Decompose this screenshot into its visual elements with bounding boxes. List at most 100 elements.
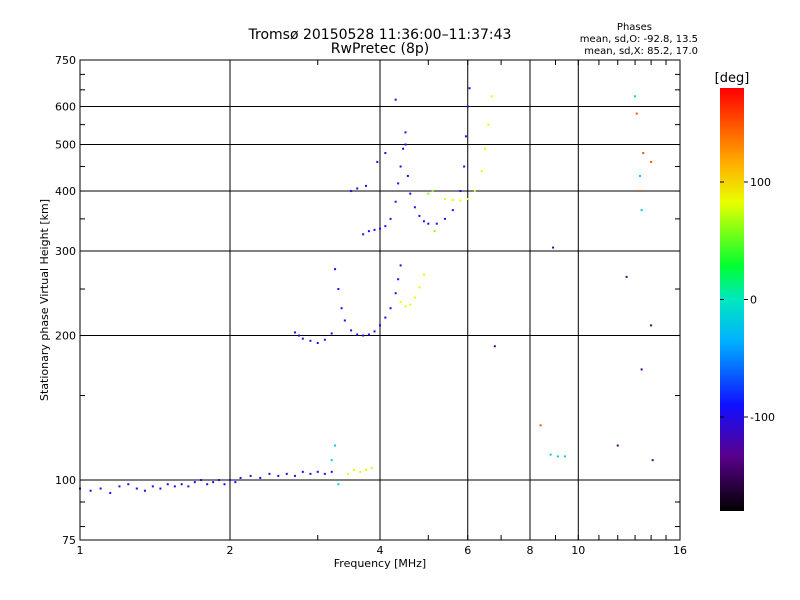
- data-point: [563, 455, 566, 458]
- data-point: [459, 190, 462, 193]
- colorbar-ticks: 100 0 -100: [720, 176, 775, 424]
- data-point: [404, 131, 407, 134]
- x-tick-label: 1: [77, 544, 84, 557]
- data-point: [337, 483, 340, 486]
- data-point: [433, 230, 436, 233]
- data-point: [413, 296, 416, 299]
- y-tick-label: 600: [55, 101, 76, 114]
- data-point: [451, 209, 454, 212]
- data-point: [151, 485, 154, 488]
- data-point: [394, 98, 397, 101]
- data-point: [549, 453, 552, 456]
- phases-mean-x: mean, sd,X: 85.2, 17.0: [584, 46, 698, 57]
- data-point: [330, 459, 333, 462]
- data-point: [127, 483, 130, 486]
- data-point: [346, 472, 349, 475]
- data-point: [301, 337, 304, 340]
- data-point: [166, 483, 169, 486]
- x-tick-label: 2: [227, 544, 234, 557]
- chart-title: Tromsø 20150528 11:36:00–11:37:43: [248, 27, 512, 43]
- data-point: [480, 170, 483, 173]
- y-axis-label: Stationary phase Virtual Height [km]: [38, 199, 51, 401]
- data-point: [118, 485, 121, 488]
- colorbar-tick-label: 0: [750, 294, 757, 307]
- data-point: [109, 491, 112, 494]
- data-point: [367, 333, 370, 336]
- x-tick-label: 10: [571, 544, 585, 557]
- data-point: [639, 174, 642, 177]
- data-point: [173, 485, 176, 488]
- data-point: [427, 222, 430, 225]
- data-point: [99, 487, 102, 490]
- data-point: [373, 228, 376, 231]
- data-point: [384, 225, 387, 228]
- data-point: [89, 489, 92, 492]
- y-tick-label: 200: [55, 330, 76, 343]
- data-point: [466, 105, 469, 108]
- data-point: [640, 368, 643, 371]
- data-point: [399, 300, 402, 303]
- colorbar-tick-label: 100: [750, 176, 771, 189]
- data-point: [409, 303, 412, 306]
- data-point: [293, 474, 296, 477]
- phases-mean-o: mean, sd,O: -92.8, 13.5: [579, 34, 698, 45]
- y-tick-label: 100: [55, 474, 76, 487]
- data-point: [379, 227, 381, 230]
- y-tick-label: 400: [55, 185, 76, 198]
- data-point: [268, 472, 271, 475]
- y-tick-label: 750: [55, 54, 76, 67]
- data-point: [362, 334, 365, 337]
- data-point: [365, 184, 368, 187]
- data-point: [223, 483, 226, 486]
- data-point: [389, 217, 392, 220]
- data-point: [394, 200, 397, 203]
- data-point: [356, 333, 359, 336]
- data-point: [459, 199, 462, 202]
- data-point: [285, 472, 288, 475]
- data-point: [402, 147, 405, 150]
- data-point: [418, 286, 421, 289]
- data-point: [340, 307, 343, 310]
- data-point: [556, 455, 559, 458]
- data-point: [362, 233, 365, 236]
- data-point: [397, 278, 400, 281]
- data-point: [200, 479, 203, 482]
- data-point: [370, 466, 373, 469]
- y-tick-label: 75: [62, 534, 76, 547]
- data-point: [399, 264, 402, 267]
- x-tick-label: 4: [377, 544, 384, 557]
- data-point: [259, 476, 262, 479]
- data-point: [422, 273, 425, 276]
- data-point: [539, 424, 542, 427]
- data-point: [293, 331, 296, 334]
- data-point: [367, 230, 370, 233]
- data-point: [330, 470, 333, 473]
- data-point: [397, 182, 400, 185]
- data-point: [353, 468, 356, 471]
- data-point: [337, 288, 340, 291]
- phases-heading: Phases: [616, 22, 652, 33]
- data-point: [409, 192, 412, 195]
- data-point: [484, 147, 487, 150]
- data-point: [389, 307, 392, 310]
- data-point: [239, 476, 242, 479]
- data-point: [384, 316, 387, 319]
- data-point: [193, 481, 196, 484]
- data-point: [316, 341, 319, 344]
- data-point: [350, 190, 353, 193]
- data-point: [350, 329, 353, 332]
- data-point: [359, 470, 362, 473]
- data-point: [616, 444, 619, 447]
- data-point: [651, 459, 654, 462]
- data-point: [443, 198, 446, 201]
- data-point: [234, 481, 237, 484]
- data-point: [323, 472, 326, 475]
- data-point: [435, 222, 438, 225]
- data-point: [376, 160, 379, 163]
- x-tick-label: 6: [464, 544, 471, 557]
- data-point: [635, 112, 638, 115]
- data-point: [464, 135, 467, 138]
- x-axis-label: Frequency [MHz]: [334, 557, 426, 570]
